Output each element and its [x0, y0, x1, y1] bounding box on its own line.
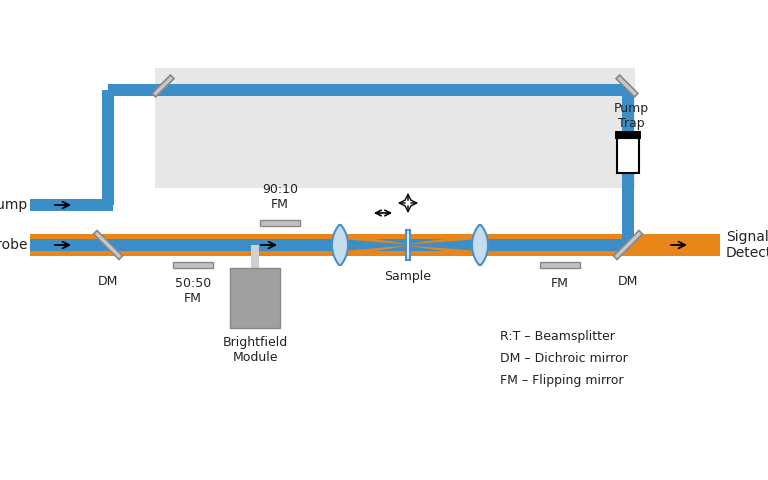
Bar — [108, 84, 628, 96]
Text: 90:10
FM: 90:10 FM — [262, 183, 298, 211]
Text: FM: FM — [551, 277, 569, 290]
Bar — [30, 239, 108, 251]
Bar — [260, 220, 300, 226]
Bar — [622, 90, 634, 173]
Text: DM: DM — [617, 275, 638, 288]
Bar — [622, 90, 634, 245]
Polygon shape — [94, 230, 122, 260]
Polygon shape — [340, 239, 480, 251]
Text: FM – Flipping mirror: FM – Flipping mirror — [500, 374, 624, 387]
Bar — [108, 234, 628, 256]
Text: Brightfield
Module: Brightfield Module — [223, 336, 288, 364]
Polygon shape — [616, 75, 638, 97]
Bar — [615, 131, 641, 139]
Text: DM – Dichroic mirror: DM – Dichroic mirror — [500, 352, 627, 365]
Text: Pump
Trap: Pump Trap — [614, 102, 648, 130]
Bar — [108, 239, 628, 251]
Bar — [30, 234, 108, 256]
Bar — [251, 245, 259, 268]
Polygon shape — [614, 230, 643, 260]
Polygon shape — [152, 75, 174, 97]
Bar — [406, 230, 410, 260]
Bar — [617, 138, 639, 173]
Bar — [230, 268, 280, 328]
Bar — [102, 90, 114, 205]
Polygon shape — [340, 234, 480, 256]
Text: DM: DM — [98, 275, 118, 288]
Polygon shape — [472, 225, 488, 265]
Text: Probe: Probe — [0, 238, 28, 252]
Bar — [628, 234, 720, 256]
Bar — [540, 262, 580, 268]
Bar — [628, 239, 720, 251]
Bar — [155, 68, 635, 188]
Bar — [30, 199, 113, 211]
Text: Signal
Detection: Signal Detection — [726, 230, 768, 260]
Polygon shape — [332, 225, 348, 265]
Text: Sample: Sample — [385, 270, 432, 283]
Text: R:T – Beamsplitter: R:T – Beamsplitter — [500, 330, 615, 343]
Bar — [173, 262, 213, 268]
Text: Pump: Pump — [0, 198, 28, 212]
Text: 50:50
FM: 50:50 FM — [175, 277, 211, 305]
